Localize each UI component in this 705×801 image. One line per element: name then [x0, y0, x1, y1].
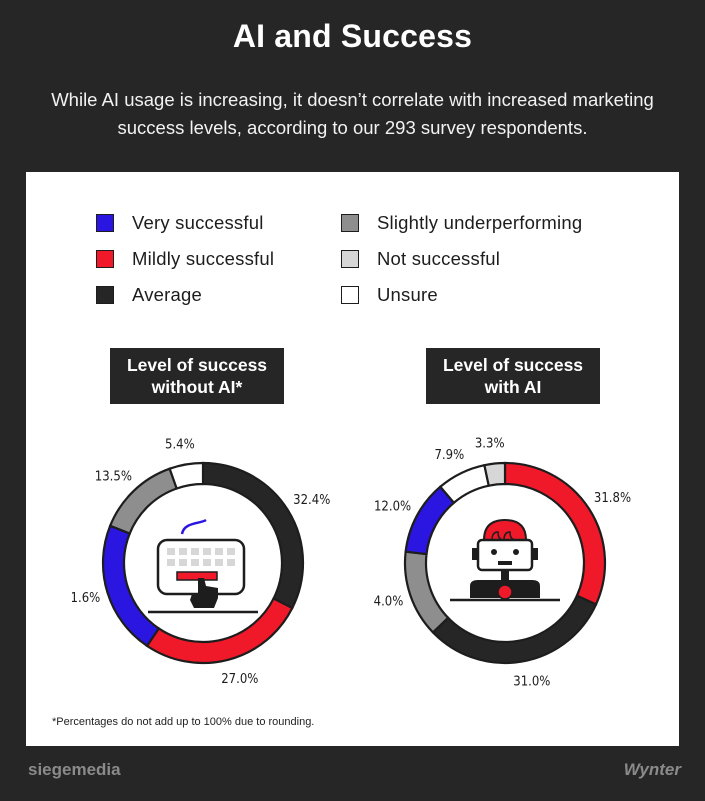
- chart-panel: Very successful Mildly successful Averag…: [26, 172, 679, 746]
- data-label: 5.4%: [165, 438, 195, 453]
- brand-logo-siegemedia: siegemedia: [28, 760, 121, 779]
- data-label: 21.6%: [72, 591, 100, 606]
- donut-slice-very-successful: [404, 485, 456, 556]
- legend-item-not-successful: Not successful: [341, 244, 500, 274]
- legend: Very successful Mildly successful Averag…: [96, 208, 656, 318]
- chart-title-line: with AI: [484, 377, 542, 397]
- legend-swatch: [341, 286, 359, 304]
- legend-item-slightly-underperforming: Slightly underperforming: [341, 208, 582, 238]
- chart-title-with-ai: Level of success with AI: [426, 348, 600, 404]
- chart-title-line: without AI*: [151, 377, 243, 397]
- data-label: 12.0%: [374, 500, 411, 515]
- data-label: 31.8%: [594, 491, 631, 506]
- legend-label: Unsure: [377, 284, 438, 305]
- legend-label: Not successful: [377, 248, 501, 269]
- data-label: 14.0%: [374, 595, 403, 610]
- legend-swatch: [96, 214, 114, 232]
- page-title: AI and Success: [232, 18, 473, 54]
- donut-chart-with-ai: 31.8% 31.0% 14.0% 12.0% 7.9% 3.3%: [374, 437, 631, 690]
- data-label: 27.0%: [221, 672, 258, 687]
- legend-swatch: [96, 250, 114, 268]
- data-label: 32.4%: [293, 493, 330, 508]
- data-label: 3.3%: [475, 437, 505, 452]
- donut-slice-unsure: [168, 461, 205, 490]
- footnote: *Percentages do not add up to 100% due t…: [52, 716, 315, 728]
- legend-item-unsure: Unsure: [341, 280, 438, 310]
- legend-swatch: [341, 214, 359, 232]
- data-label: 31.0%: [513, 674, 550, 689]
- robot-icon: [450, 518, 560, 602]
- data-label: 7.9%: [434, 448, 464, 463]
- chart-title-line: Level of success: [442, 355, 584, 375]
- donut-chart-without-ai: 32.4% 27.0% 21.6% 13.5% 5.4%: [72, 438, 330, 687]
- legend-label: Slightly underperforming: [377, 212, 583, 233]
- legend-item-average: Average: [96, 280, 202, 310]
- donut-slice-not-successful: [483, 461, 507, 487]
- legend-label: Mildly successful: [132, 248, 275, 269]
- donut-slice-very-successful: [101, 524, 161, 648]
- donut-slice-mildly-successful: [145, 597, 294, 665]
- legend-swatch: [341, 250, 359, 268]
- donut-slice-slightly-underperforming: [403, 550, 450, 634]
- legend-item-very-successful: Very successful: [96, 208, 264, 238]
- legend-label: Very successful: [132, 212, 264, 233]
- data-label: 13.5%: [95, 469, 132, 484]
- legend-swatch: [96, 286, 114, 304]
- chart-title-line: Level of success: [126, 355, 268, 375]
- donut-slice-average: [431, 594, 598, 665]
- page-subtitle: While AI usage is increasing, it doesn’t…: [51, 89, 654, 138]
- chart-title-without-ai: Level of success without AI*: [110, 348, 284, 404]
- brand-logo-wynter: Wynter: [623, 760, 681, 779]
- legend-item-mildly-successful: Mildly successful: [96, 244, 274, 274]
- keyboard-hand-icon: [148, 518, 258, 614]
- legend-label: Average: [132, 284, 202, 305]
